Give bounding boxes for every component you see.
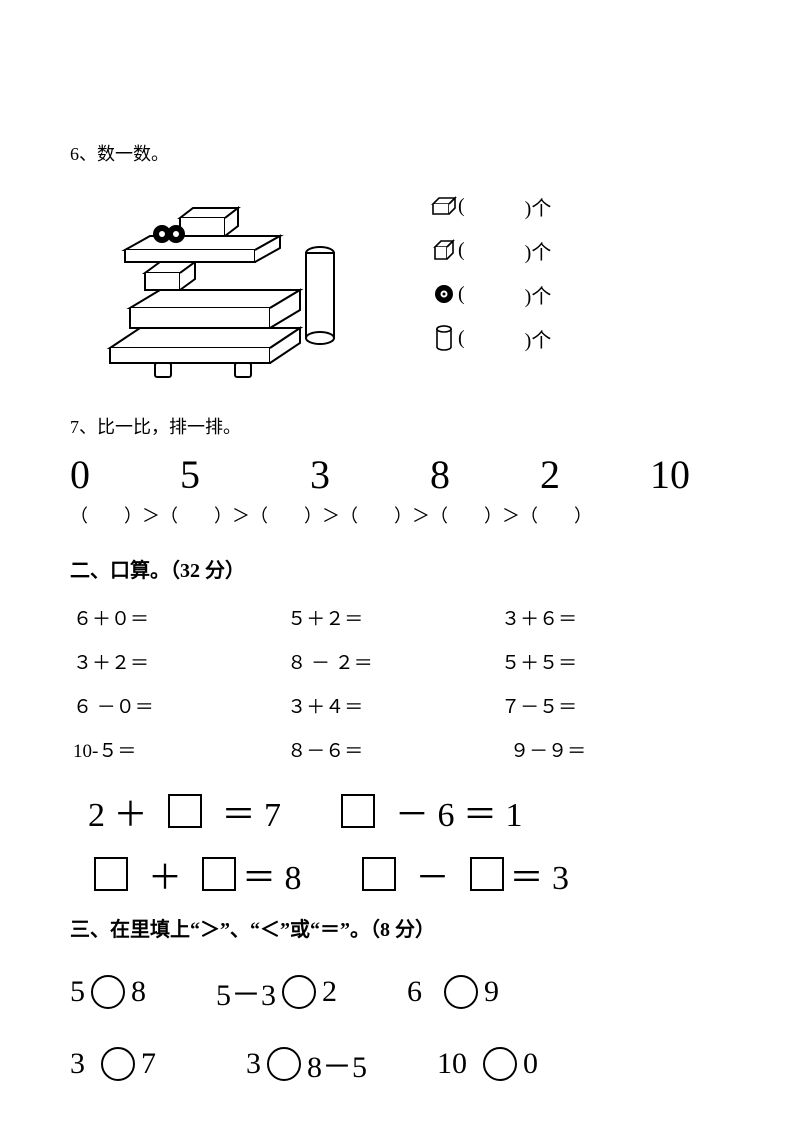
cmp-right: 7	[141, 1047, 156, 1081]
cmp-left: 5－3	[216, 970, 276, 1014]
blank-box[interactable]	[341, 794, 375, 828]
cmp-right: 0	[523, 1047, 538, 1081]
cmp-right: 9	[484, 975, 499, 1009]
num: 8	[430, 451, 540, 498]
cube-icon	[430, 239, 458, 261]
cmp-cell: 6 9	[407, 975, 499, 1009]
count-item-sphere: ( )个	[430, 278, 551, 310]
section2-title: 二、口算。（32 分）	[70, 554, 723, 583]
count-item-cube: ( )个	[430, 234, 551, 266]
arith-cell: ６＋０＝	[72, 599, 284, 641]
paren-left: (	[458, 283, 465, 306]
cmp-right: 2	[322, 975, 337, 1009]
box-eq-row-2: ＋ ＝ 8 － ＝ 3	[88, 850, 723, 899]
cmp-right: 8－5	[307, 1042, 367, 1086]
blank-circle[interactable]	[91, 975, 125, 1009]
count-item-cylinder: ( )个	[430, 322, 551, 354]
arith-cell: 10-５＝	[72, 731, 284, 773]
section3-title: 三、在里填上“＞”、“＜”或“＝”。（8 分）	[70, 913, 723, 942]
cmp-cell: 10 0	[437, 1047, 538, 1081]
cmp-left: 3	[70, 1047, 85, 1081]
table-row: 10-５＝ ８－６＝ ９－９＝	[72, 731, 721, 773]
table-row: ６＋０＝ ５＋２＝ ３＋６＝	[72, 599, 721, 641]
arith-cell: ５＋２＝	[286, 599, 498, 641]
blank-box[interactable]	[362, 857, 396, 891]
q6-row: ( )个 ( )个 ( )个	[70, 178, 723, 383]
q7-label: 7、比一比，排一排。	[70, 413, 723, 439]
blank-box[interactable]	[168, 794, 202, 828]
eq-text: ＝ 8	[242, 850, 302, 899]
count-list: ( )个 ( )个 ( )个	[430, 178, 551, 366]
table-row: ３＋２＝ ８ － ２＝ ５＋５＝	[72, 643, 721, 685]
eq-text: －	[416, 850, 450, 899]
sphere-icon	[430, 283, 458, 305]
q6-label: 6、数一数。	[70, 140, 723, 166]
paren-right: )个	[525, 192, 552, 221]
paren-right: )个	[525, 236, 552, 265]
arith-cell: ８－６＝	[286, 731, 498, 773]
arith-cell: ３＋４＝	[286, 687, 498, 729]
arith-cell: ６ －０＝	[72, 687, 284, 729]
arith-cell: ９－９＝	[500, 731, 721, 773]
cmp-row-1: 5 8 5－3 2 6 9	[70, 970, 723, 1014]
paren-left: (	[458, 327, 465, 350]
blank-circle[interactable]	[483, 1047, 517, 1081]
paren-right: )个	[525, 324, 552, 353]
num: 5	[180, 451, 310, 498]
num: 10	[650, 451, 690, 498]
num: 3	[310, 451, 430, 498]
blank-circle[interactable]	[267, 1047, 301, 1081]
q7-numbers: 0 5 3 8 2 10	[70, 451, 723, 498]
worksheet-page: 6、数一数。	[0, 0, 793, 1126]
box-eq-row-1: 2 ＋ ＝ 7 － 6 ＝ 1	[88, 787, 723, 836]
eq-text: ＝ 7	[222, 787, 282, 836]
cmp-left: 3	[246, 1047, 261, 1081]
table-row: ６ －０＝ ３＋４＝ ７－５＝	[72, 687, 721, 729]
cmp-left: 6	[407, 975, 422, 1009]
blank-circle[interactable]	[444, 975, 478, 1009]
paren-left: (	[458, 239, 465, 262]
arith-cell: ７－５＝	[500, 687, 721, 729]
arith-cell: ３＋２＝	[72, 643, 284, 685]
num: 0	[70, 451, 180, 498]
cmp-left: 10	[437, 1047, 467, 1081]
cylinder-icon	[430, 325, 458, 351]
blank-circle[interactable]	[282, 975, 316, 1009]
blank-box[interactable]	[202, 857, 236, 891]
blank-circle[interactable]	[101, 1047, 135, 1081]
cuboid-icon	[430, 196, 458, 216]
cmp-cell: 5－3 2	[216, 970, 337, 1014]
paren-left: (	[458, 195, 465, 218]
blocks-diagram	[70, 178, 370, 383]
cmp-row-2: 3 7 3 8－5 10 0	[70, 1042, 723, 1086]
eq-text: － 6 ＝ 1	[395, 787, 523, 836]
arith-cell: ３＋６＝	[500, 599, 721, 641]
cmp-cell: 3 8－5	[226, 1042, 367, 1086]
cmp-left: 5	[70, 975, 85, 1009]
arith-cell: ５＋５＝	[500, 643, 721, 685]
cmp-right: 8	[131, 975, 146, 1009]
blank-box[interactable]	[470, 857, 504, 891]
arith-table: ６＋０＝ ５＋２＝ ３＋６＝ ３＋２＝ ８ － ２＝ ５＋５＝ ６ －０＝ ３＋…	[70, 597, 723, 775]
blank-box[interactable]	[94, 857, 128, 891]
arith-cell: ８ － ２＝	[286, 643, 498, 685]
num: 2	[540, 451, 650, 498]
eq-text: ＝ 3	[510, 850, 570, 899]
count-item-cuboid: ( )个	[430, 190, 551, 222]
eq-text: ＋	[148, 850, 182, 899]
cmp-cell: 3 7	[70, 1047, 156, 1081]
q7-paren-row: （ ）＞（ ）＞（ ）＞（ ）＞（ ）＞（ ）	[70, 502, 723, 528]
eq-text: 2 ＋	[88, 787, 148, 836]
cmp-cell: 5 8	[70, 975, 146, 1009]
paren-right: )个	[525, 280, 552, 309]
